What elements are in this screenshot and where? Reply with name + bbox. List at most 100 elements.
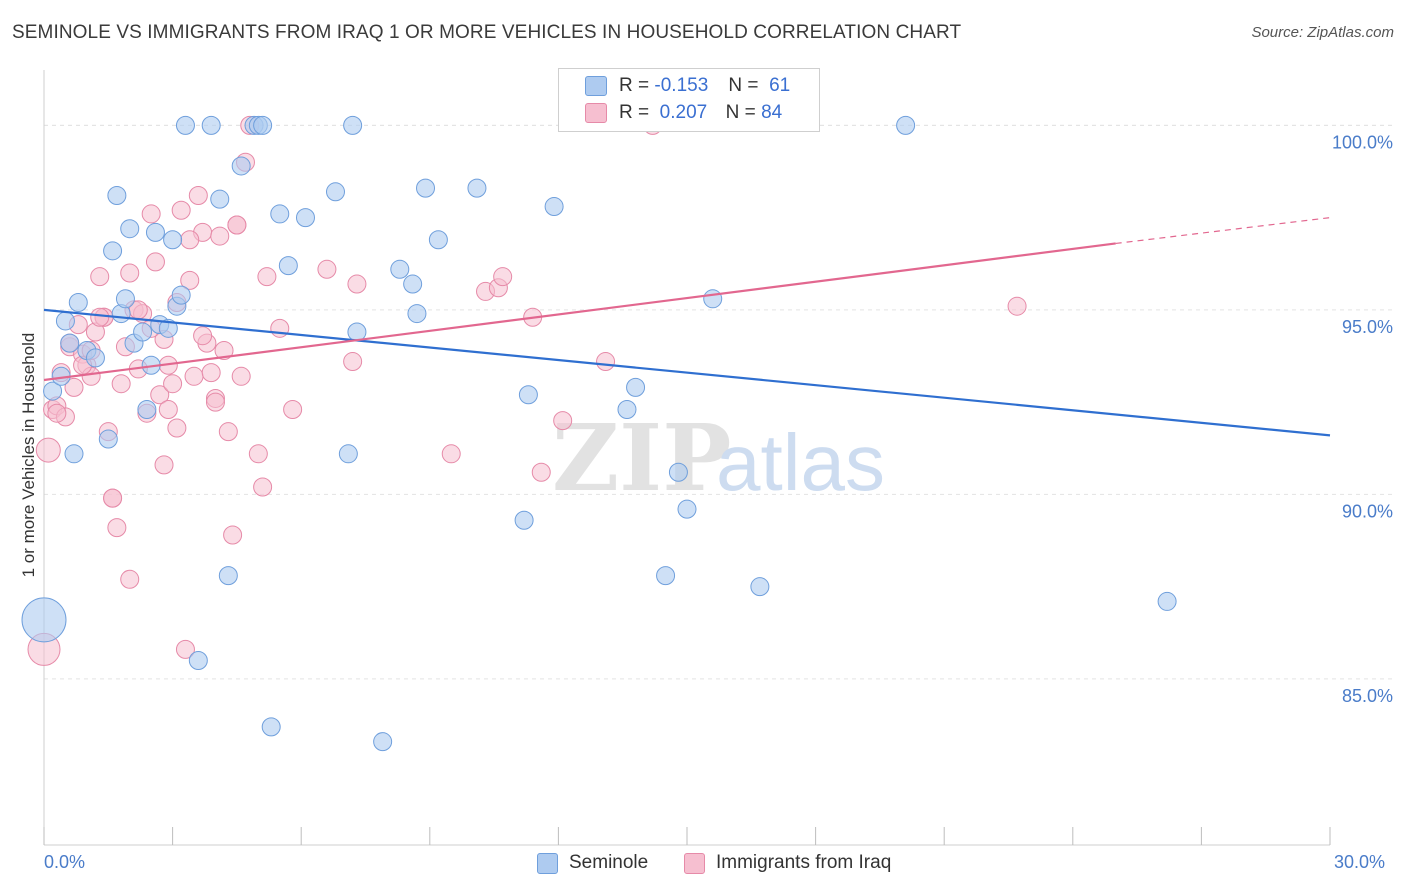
iraq-point <box>107 518 127 538</box>
iraq-point <box>210 226 230 246</box>
grid-lines <box>44 124 1392 680</box>
seminole-point <box>163 230 183 250</box>
seminole-point <box>703 289 723 309</box>
iraq-point <box>90 267 110 287</box>
seminole-point <box>416 178 436 198</box>
bottom-legend: Seminole Immigrants from Iraq <box>0 852 1406 876</box>
seminole-point <box>201 115 221 135</box>
legend-row-seminole: R = -0.153 N = 61 <box>585 74 790 98</box>
iraq-point <box>257 267 277 287</box>
iraq-point <box>317 259 337 279</box>
iraq-point <box>184 366 204 386</box>
iraq-point <box>253 477 273 497</box>
iraq-point <box>214 340 234 360</box>
seminole-point <box>253 115 273 135</box>
seminole-point <box>158 318 178 338</box>
iraq-point <box>180 230 200 250</box>
legend-n-value: 84 <box>761 102 783 123</box>
iraq-point <box>141 204 161 224</box>
seminole-trend-line <box>43 308 1331 437</box>
source-label: Source: ZipAtlas.com <box>1251 24 1394 41</box>
trend-lines <box>43 217 1331 437</box>
iraq-point <box>47 403 67 423</box>
seminole-point <box>137 400 157 420</box>
iraq-point <box>154 455 174 475</box>
seminole-point <box>1157 591 1177 611</box>
seminole-point <box>544 197 564 217</box>
seminole-point <box>896 115 916 135</box>
iraq-point <box>35 437 61 463</box>
legend-n-label: N = <box>728 75 759 96</box>
watermark-zip: ZIP <box>552 404 731 512</box>
iraq-swatch <box>585 103 607 123</box>
iraq-point <box>493 267 513 287</box>
legend-r-value: 0.207 <box>659 102 708 123</box>
seminole-point <box>626 377 646 397</box>
watermark-atlas: atlas <box>716 418 885 507</box>
iraq-point <box>145 252 165 272</box>
seminole-point <box>60 333 80 353</box>
iraq-point <box>441 444 461 464</box>
seminole-point <box>133 322 153 342</box>
y-tick-label: 100.0% <box>1332 132 1393 152</box>
seminole-point <box>210 189 230 209</box>
seminole-point <box>21 597 67 643</box>
watermark: ZIP atlas <box>552 404 885 512</box>
seminole-point <box>145 222 165 242</box>
iraq-point <box>218 422 238 442</box>
x-axis-min-label: 0.0% <box>44 852 86 872</box>
legend-r-value: -0.153 <box>654 75 709 96</box>
seminole-point <box>188 650 208 670</box>
seminole-point <box>343 115 363 135</box>
iraq-point <box>343 352 363 372</box>
y-axis-label: 1 or more Vehicles in Household <box>19 333 38 578</box>
seminole-point <box>115 289 135 309</box>
iraq-points <box>27 115 1027 666</box>
iraq-point <box>553 411 573 431</box>
seminole-legend-label: Seminole <box>569 852 649 873</box>
iraq-point <box>1007 296 1027 316</box>
iraq-point <box>120 569 140 589</box>
iraq-point <box>531 462 551 482</box>
seminole-point <box>85 348 105 368</box>
seminole-point <box>55 311 75 331</box>
iraq-point <box>171 200 191 220</box>
iraq-point <box>248 444 268 464</box>
iraq-trend-line <box>43 242 1116 382</box>
seminole-point <box>68 293 88 312</box>
iraq-swatch <box>684 852 705 874</box>
seminole-point <box>171 285 191 305</box>
iraq-point <box>64 377 84 397</box>
legend-n-label: N = <box>725 102 756 123</box>
legend-n-value: 61 <box>769 75 791 96</box>
seminole-point <box>428 230 448 250</box>
y-tick-labels: 85.0% 90.0% 95.0% 100.0% <box>1332 132 1393 706</box>
seminole-point <box>390 259 410 279</box>
seminole-point <box>98 429 118 449</box>
iraq-point <box>193 326 213 346</box>
iraq-point <box>188 185 208 205</box>
iraq-point <box>180 270 200 290</box>
seminole-point <box>467 178 487 198</box>
iraq-point <box>270 318 290 338</box>
iraq-trend-extension <box>1115 217 1331 245</box>
x-axis-max-label: 30.0% <box>1334 852 1386 872</box>
seminole-point <box>403 274 423 294</box>
seminole-point <box>617 400 637 420</box>
bottom-legend-iraq: Immigrants from Iraq <box>684 852 891 874</box>
seminole-point <box>103 241 123 261</box>
iraq-point <box>283 400 303 420</box>
seminole-point <box>656 566 676 586</box>
iraq-point <box>158 400 178 420</box>
iraq-point <box>596 352 616 372</box>
iraq-point <box>103 488 123 508</box>
seminole-point <box>278 256 298 276</box>
iraq-point <box>90 307 110 327</box>
iraq-point <box>201 363 221 383</box>
seminole-point <box>518 385 538 405</box>
iraq-point <box>227 215 247 235</box>
iraq-point <box>111 374 131 394</box>
stats-legend: R = -0.153 N = 61 R = 0.207 N = 84 <box>558 68 820 132</box>
y-tick-label: 90.0% <box>1342 501 1393 521</box>
